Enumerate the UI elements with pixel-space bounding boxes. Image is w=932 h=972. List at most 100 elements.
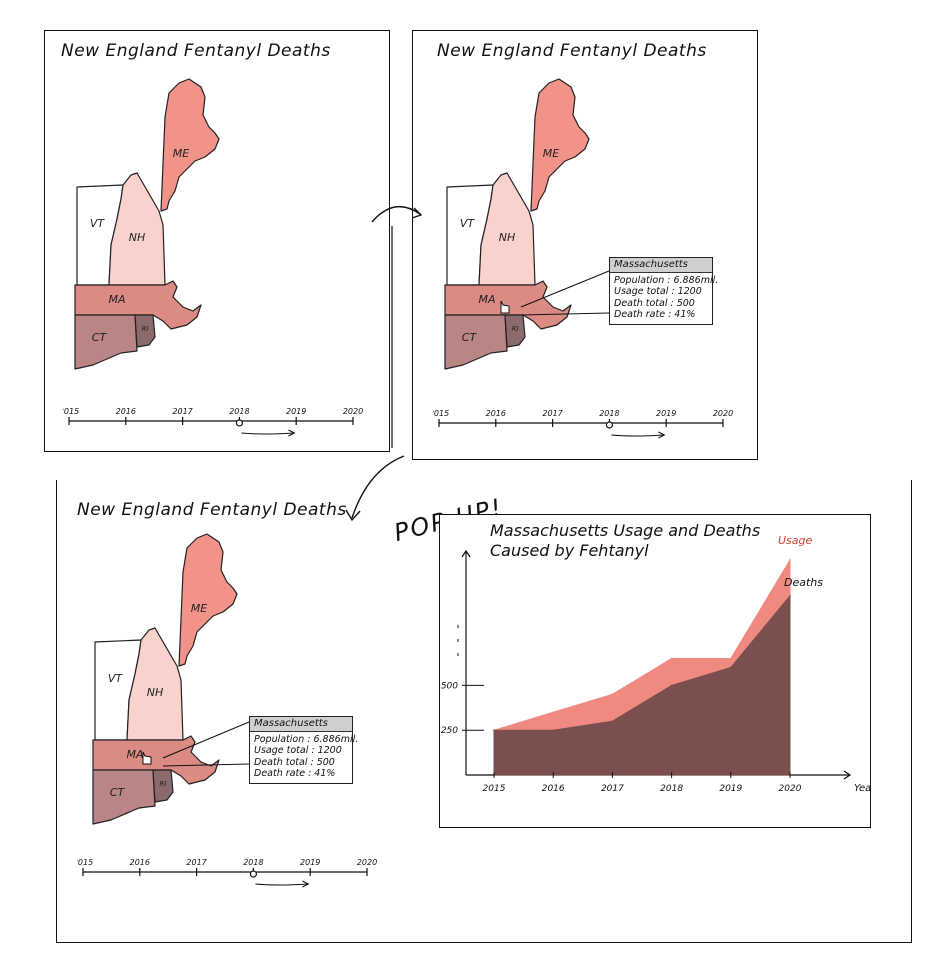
data-point <box>552 729 554 731</box>
tooltip-title: Massachusetts <box>250 717 352 732</box>
timeline-year-label: 2017 <box>172 407 193 416</box>
x-tick-label: 2020 <box>779 784 802 794</box>
state-label: ME <box>173 147 189 160</box>
timeline-year-label: 2017 <box>542 409 563 418</box>
timeline-year-label: 2020 <box>357 858 377 867</box>
map-panel-3: New England Fentanyl Deaths VT NH ME MA CT RI… <box>56 480 912 943</box>
y-tick-label: 250 <box>441 726 458 736</box>
timeline-year-label: 2019 <box>300 858 320 867</box>
tooltip-row: Death rate : 41% <box>254 768 336 779</box>
x-tick-label: 2019 <box>719 784 742 794</box>
x-tick-label: 2016 <box>542 784 565 794</box>
arrowhead-icon <box>288 429 296 437</box>
timeline-handle[interactable] <box>235 419 243 427</box>
new-england-map: VT NH ME MA CT RI <box>74 78 220 370</box>
year-timeline[interactable]: 2015 2016 2017 2018 2019 2020 <box>433 405 733 449</box>
panel-title: New England Fentanyl Deaths <box>77 500 347 520</box>
series-label: Usage <box>778 534 813 547</box>
state-label: VT <box>108 672 124 685</box>
state-label: ME <box>543 147 559 160</box>
data-point <box>730 657 732 660</box>
data-point <box>670 684 673 687</box>
data-point <box>730 666 732 669</box>
timeline-year-label: 2017 <box>186 858 207 867</box>
state-label: NH <box>129 231 146 244</box>
state-label: MA <box>478 293 495 306</box>
state-me[interactable] <box>160 78 220 212</box>
panel-title: New England Fentanyl Deaths <box>437 41 707 61</box>
state-ma[interactable] <box>74 280 202 330</box>
timeline-year-label: 2018 <box>243 858 263 867</box>
state-label: VT <box>460 217 476 230</box>
state-ri[interactable] <box>152 769 174 803</box>
x-tick-label: 2015 <box>483 784 506 794</box>
x-tick-label: 2018 <box>660 784 683 794</box>
arrowhead-icon <box>302 880 310 888</box>
state-me[interactable] <box>530 78 590 212</box>
data-point <box>611 720 614 723</box>
data-point <box>552 711 554 714</box>
play-arrow-icon[interactable] <box>255 883 308 886</box>
panel-title: New England Fentanyl Deaths <box>61 41 331 61</box>
tooltip-row: Population : 6.886mil. <box>614 274 719 286</box>
play-arrow-icon[interactable] <box>611 434 664 437</box>
year-timeline[interactable]: 2015 2016 2017 2018 2019 2020 <box>63 403 363 447</box>
timeline-year-label: 2016 <box>130 858 150 867</box>
data-point <box>493 729 495 731</box>
timeline-year-label: 2019 <box>656 409 676 418</box>
timeline-year-label: 2018 <box>599 409 619 418</box>
state-label: CT <box>92 331 108 344</box>
state-label: CT <box>110 786 126 799</box>
state-label: MA <box>126 748 143 761</box>
data-point <box>789 595 791 597</box>
map-panel-1: New England Fentanyl Deaths VT NH ME MA CT RI… <box>44 30 390 452</box>
state-label: NH <box>147 686 164 699</box>
timeline-year-label: 2020 <box>343 407 363 416</box>
data-point <box>611 693 614 696</box>
y-tick-label: 500 <box>441 681 458 691</box>
popup-chart-box: Massachusetts Usage and Deaths Caused by… <box>439 514 871 828</box>
y-axis-arrow-icon <box>461 549 471 558</box>
state-label: RI <box>160 780 167 788</box>
year-timeline[interactable]: 2015 2016 2017 2018 2019 2020 <box>77 854 377 898</box>
series-label: Deaths <box>784 576 823 589</box>
state-me[interactable] <box>178 533 238 667</box>
timeline-year-label: 2018 <box>229 407 249 416</box>
timeline-year-label: 2015 <box>63 407 79 416</box>
new-england-map: VT NH ME MA CT RI <box>444 78 590 370</box>
data-point <box>670 657 673 660</box>
timeline-year-label: 2016 <box>486 409 506 418</box>
x-tick-label: 2017 <box>601 784 624 794</box>
map-panel-2: New England Fentanyl Deaths VT NH ME MA CT RI… <box>412 30 758 460</box>
state-label: NH <box>499 231 516 244</box>
chart-title: Massachusetts Usage and Deaths Caused by… <box>490 521 761 560</box>
state-label: CT <box>462 331 478 344</box>
new-england-map: VT NH ME MA CT RI <box>92 533 238 825</box>
play-arrow-icon[interactable] <box>241 432 294 435</box>
timeline-year-label: 2016 <box>116 407 136 416</box>
timeline-handle[interactable] <box>605 421 613 429</box>
state-label: RI <box>142 325 149 333</box>
state-ri[interactable] <box>504 314 526 348</box>
tooltip-row: Usage total : 1200 <box>254 745 342 756</box>
state-label: ME <box>191 602 207 615</box>
tooltip-row: Population : 6.886mil. <box>254 733 359 745</box>
timeline-year-label: 2020 <box>713 409 733 418</box>
state-label: RI <box>512 325 519 333</box>
tooltip-row: Usage total : 1200 <box>614 286 702 297</box>
state-label: VT <box>90 217 106 230</box>
tooltip-row: Death total : 500 <box>614 297 695 309</box>
timeline-year-label: 2015 <box>433 409 449 418</box>
state-tooltip: Massachusetts Population : 6.886mil. Usa… <box>609 257 719 325</box>
arrowhead-icon <box>658 431 666 439</box>
timeline-year-label: 2015 <box>77 858 93 867</box>
timeline-handle[interactable] <box>249 870 257 878</box>
state-ri[interactable] <box>134 314 156 348</box>
state-label: MA <box>108 293 125 306</box>
x-axis-arrow-icon <box>843 770 852 780</box>
state-tooltip: Massachusetts Population : 6.886mil. Usa… <box>249 716 359 784</box>
tooltip-title: Massachusetts <box>610 258 712 273</box>
timeline-year-label: 2019 <box>286 407 306 416</box>
tooltip-row: Death total : 500 <box>254 756 335 768</box>
tooltip-row: Death rate : 41% <box>614 309 696 320</box>
